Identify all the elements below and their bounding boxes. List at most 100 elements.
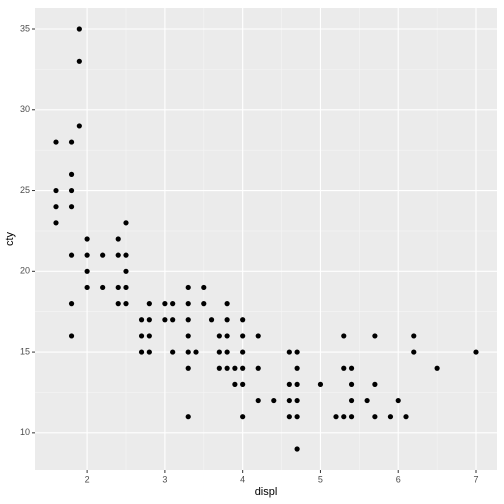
x-tick-label: 6 bbox=[396, 474, 401, 484]
point bbox=[123, 268, 129, 274]
point bbox=[286, 414, 292, 420]
point bbox=[68, 204, 75, 210]
point bbox=[317, 381, 324, 387]
point bbox=[201, 284, 207, 291]
point bbox=[138, 317, 145, 323]
point bbox=[348, 365, 355, 371]
x-tick-label: 3 bbox=[162, 474, 167, 484]
point bbox=[138, 349, 145, 355]
point bbox=[185, 349, 191, 355]
point bbox=[232, 365, 238, 371]
point bbox=[294, 397, 300, 404]
y-tick-label: 35 bbox=[20, 23, 30, 33]
point bbox=[294, 414, 300, 420]
point bbox=[372, 333, 378, 339]
point bbox=[294, 349, 300, 355]
point bbox=[216, 365, 222, 371]
point bbox=[434, 365, 440, 371]
point bbox=[372, 381, 378, 387]
point bbox=[170, 349, 176, 355]
point bbox=[348, 414, 355, 420]
point bbox=[84, 268, 90, 274]
point bbox=[185, 284, 191, 291]
point bbox=[185, 414, 191, 420]
point bbox=[123, 301, 129, 307]
point bbox=[387, 414, 394, 420]
point bbox=[185, 365, 191, 371]
panel bbox=[35, 8, 497, 470]
x-axis-label: displ bbox=[255, 486, 278, 498]
point bbox=[224, 301, 230, 307]
point bbox=[115, 284, 121, 291]
y-tick-label: 25 bbox=[20, 185, 30, 195]
point bbox=[286, 381, 292, 387]
point bbox=[146, 317, 152, 323]
point bbox=[411, 333, 417, 339]
point bbox=[100, 252, 106, 258]
point bbox=[170, 301, 176, 307]
point bbox=[232, 381, 238, 387]
point bbox=[68, 333, 75, 339]
point bbox=[185, 317, 191, 323]
point bbox=[138, 333, 145, 339]
point bbox=[240, 414, 246, 420]
point bbox=[201, 301, 207, 307]
point bbox=[240, 365, 246, 371]
y-tick-label: 30 bbox=[20, 104, 30, 114]
point bbox=[224, 333, 230, 339]
point bbox=[294, 381, 300, 387]
y-tick-label: 10 bbox=[20, 427, 30, 437]
point bbox=[294, 365, 300, 371]
point bbox=[364, 397, 370, 404]
point bbox=[208, 317, 215, 323]
point bbox=[146, 333, 152, 339]
point bbox=[53, 220, 59, 226]
point bbox=[76, 58, 82, 64]
point bbox=[216, 333, 222, 339]
point bbox=[271, 397, 277, 404]
point bbox=[348, 381, 355, 387]
point bbox=[84, 236, 90, 242]
point bbox=[240, 381, 246, 387]
point bbox=[76, 123, 82, 129]
point bbox=[146, 349, 152, 355]
point bbox=[341, 414, 347, 420]
point bbox=[76, 26, 82, 32]
point bbox=[162, 301, 168, 307]
point bbox=[240, 317, 246, 323]
point bbox=[395, 397, 401, 404]
point bbox=[170, 317, 176, 323]
point bbox=[240, 349, 246, 355]
point bbox=[333, 414, 339, 420]
point bbox=[68, 139, 75, 145]
point bbox=[100, 284, 106, 291]
point bbox=[372, 414, 378, 420]
point bbox=[123, 220, 129, 226]
point bbox=[411, 349, 417, 355]
point bbox=[53, 187, 59, 194]
point bbox=[68, 301, 75, 307]
point bbox=[224, 317, 230, 323]
point bbox=[255, 365, 261, 371]
point bbox=[294, 446, 300, 452]
point bbox=[68, 252, 75, 258]
point bbox=[84, 252, 90, 258]
y-tick-label: 15 bbox=[20, 346, 30, 356]
point bbox=[53, 139, 59, 145]
point bbox=[255, 397, 261, 404]
point bbox=[193, 349, 199, 355]
point bbox=[123, 252, 129, 258]
point bbox=[146, 301, 152, 307]
point bbox=[185, 333, 191, 339]
point bbox=[240, 333, 246, 339]
point bbox=[403, 414, 409, 420]
point bbox=[216, 349, 222, 355]
point bbox=[286, 349, 292, 355]
point bbox=[53, 204, 59, 210]
point bbox=[341, 365, 347, 371]
point bbox=[224, 349, 230, 355]
x-tick-label: 7 bbox=[473, 474, 478, 484]
point bbox=[115, 236, 121, 242]
point bbox=[348, 397, 355, 404]
